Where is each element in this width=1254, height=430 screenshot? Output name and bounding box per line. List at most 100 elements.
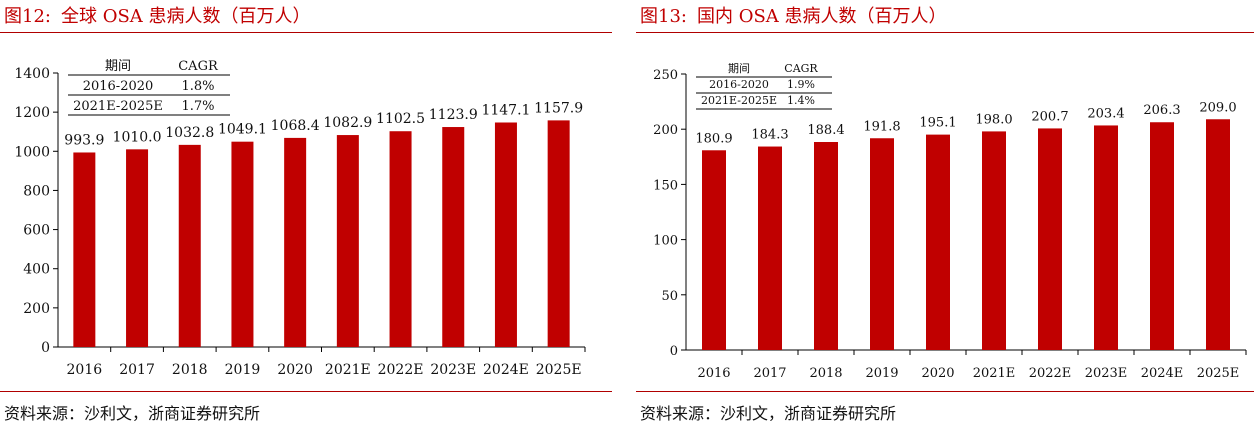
left-value-label: 1147.1 (481, 102, 530, 118)
left-value-label: 1102.5 (376, 111, 425, 127)
right-bar (702, 150, 726, 350)
right-figure-title: 图13: 国内 OSA 患病人数（百万人） (640, 2, 947, 28)
left-bar (284, 137, 307, 347)
left-category-label: 2018 (172, 362, 208, 378)
right-bar (814, 142, 838, 350)
right-value-label: 200.7 (1031, 109, 1068, 124)
right-table-period: 2021E-2025E (701, 94, 777, 107)
right-bar (1206, 119, 1230, 350)
left-table-cagr: 1.7% (181, 99, 214, 114)
left-source-note: 资料来源：沙利文，浙商证券研究所 (4, 404, 261, 423)
right-value-label: 206.3 (1143, 103, 1180, 118)
right-value-label: 209.0 (1199, 100, 1236, 115)
right-table-cagr: 1.9% (787, 78, 815, 91)
left-category-label: 2023E (430, 362, 476, 378)
left-category-label: 2020 (277, 362, 313, 378)
left-table-period: 2021E-2025E (73, 99, 163, 114)
right-table-cagr: 1.4% (787, 94, 815, 107)
left-bar (231, 141, 254, 347)
right-bar (982, 131, 1006, 350)
right-bar-chart: 0 50 100 150 200 250 180.9 2016 184.3 2017 188.4 20… (653, 62, 1247, 381)
right-bottom-rule (636, 391, 1254, 392)
right-figure-panel: 图13: 国内 OSA 患病人数（百万人） 0 50 100 150 200 250 180.… (636, 0, 1254, 430)
right-value-label: 184.3 (751, 128, 788, 143)
right-value-label: 191.8 (863, 119, 900, 134)
right-title-rule (636, 32, 1254, 33)
left-table-header-period: 期间 (105, 59, 131, 74)
right-table-period: 2016-2020 (709, 78, 769, 91)
left-category-label: 2016 (67, 362, 103, 378)
right-category-label: 2024E (1141, 366, 1184, 381)
right-bar (1094, 125, 1118, 350)
left-y-tick-label: 800 (23, 183, 50, 199)
right-category-label: 2016 (697, 366, 730, 381)
right-category-label: 2019 (865, 366, 898, 381)
left-y-tick-label: 200 (23, 301, 50, 317)
right-y-tick-label: 200 (653, 123, 678, 138)
left-bar (126, 149, 149, 347)
left-figure-title: 图12: 全球 OSA 患病人数（百万人） (4, 2, 311, 28)
right-value-label: 195.1 (919, 116, 956, 131)
left-category-label: 2019 (225, 362, 261, 378)
right-category-label: 2022E (1029, 366, 1072, 381)
left-value-label: 1157.9 (534, 100, 583, 116)
right-value-label: 188.4 (807, 123, 844, 138)
left-bar (336, 135, 359, 347)
left-bar (547, 120, 570, 347)
left-bottom-rule (0, 391, 612, 392)
left-y-tick-label: 400 (23, 262, 50, 278)
left-value-label: 1068.4 (271, 118, 320, 134)
right-figure-number: 图13: (640, 6, 687, 27)
right-category-label: 2023E (1085, 366, 1128, 381)
left-bar (73, 152, 96, 347)
right-bar (1150, 122, 1174, 350)
right-y-tick-label: 250 (653, 68, 678, 83)
left-title-text: 全球 OSA 患病人数（百万人） (60, 6, 311, 27)
right-y-tick-label: 150 (653, 178, 678, 193)
right-y-tick-label: 50 (661, 289, 678, 304)
left-bar-chart: 0 200 400 600 800 1000 1200 1400 993.9 2016 1010.0… (14, 59, 586, 378)
left-table-cagr: 1.8% (181, 79, 214, 94)
left-figure-number: 图12: (4, 6, 51, 27)
left-bar (389, 131, 412, 347)
right-category-label: 2021E (973, 366, 1016, 381)
left-y-tick-label: 1000 (14, 144, 50, 160)
right-bar (1038, 128, 1062, 350)
left-category-label: 2017 (119, 362, 155, 378)
left-value-label: 1010.0 (113, 129, 162, 145)
right-bar (926, 134, 950, 350)
left-y-tick-label: 0 (41, 340, 50, 356)
right-category-label: 2017 (753, 366, 786, 381)
right-table-header-period: 期间 (728, 62, 750, 75)
left-category-label: 2021E (325, 362, 371, 378)
left-value-label: 1123.9 (429, 107, 478, 123)
left-bar (178, 144, 201, 347)
right-bar (758, 146, 782, 350)
left-bar (442, 127, 465, 347)
left-title-rule (0, 32, 612, 33)
left-value-label: 1082.9 (323, 115, 372, 131)
left-table-period: 2016-2020 (83, 79, 154, 94)
right-category-label: 2018 (809, 366, 842, 381)
left-value-label: 993.9 (64, 132, 104, 148)
left-category-label: 2024E (483, 362, 529, 378)
left-y-tick-label: 1400 (14, 66, 50, 82)
left-category-label: 2025E (536, 362, 582, 378)
right-category-label: 2025E (1197, 366, 1240, 381)
left-y-tick-label: 600 (23, 223, 50, 239)
left-table-header-cagr: CAGR (178, 59, 219, 74)
right-bar (870, 138, 894, 350)
right-value-label: 180.9 (695, 131, 732, 146)
right-y-tick-label: 0 (670, 344, 678, 359)
left-y-tick-label: 1200 (14, 105, 50, 121)
left-bar (494, 122, 517, 347)
right-y-tick-label: 100 (653, 234, 678, 249)
right-value-label: 198.0 (975, 112, 1012, 127)
left-value-label: 1049.1 (218, 122, 267, 138)
left-value-label: 1032.8 (165, 125, 214, 141)
right-table-header-cagr: CAGR (784, 62, 818, 75)
right-category-label: 2020 (921, 366, 954, 381)
left-figure-panel: 图12: 全球 OSA 患病人数（百万人） 0 200 400 600 800 1000 12… (0, 0, 612, 430)
right-source-note: 资料来源：沙利文，浙商证券研究所 (640, 404, 897, 423)
right-title-text: 国内 OSA 患病人数（百万人） (696, 6, 947, 27)
